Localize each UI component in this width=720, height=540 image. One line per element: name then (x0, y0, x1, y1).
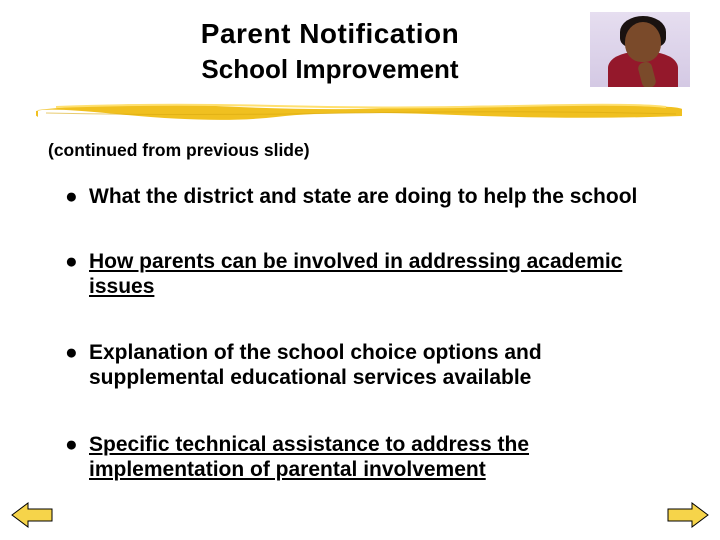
next-slide-button[interactable] (666, 500, 710, 530)
decorative-person-image (590, 12, 690, 87)
brush-stroke-divider (36, 98, 684, 120)
bullet-list: ● What the district and state are doing … (65, 185, 655, 482)
list-item: ● Specific technical assistance to addre… (65, 433, 655, 483)
continued-label: (continued from previous slide) (48, 140, 310, 161)
bullet-text: What the district and state are doing to… (89, 185, 655, 210)
bullet-marker-icon: ● (65, 341, 89, 366)
bullet-marker-icon: ● (65, 250, 89, 275)
bullet-text: Specific technical assistance to address… (89, 433, 655, 483)
list-item: ● What the district and state are doing … (65, 185, 655, 210)
bullet-marker-icon: ● (65, 185, 89, 210)
list-item: ● Explanation of the school choice optio… (65, 341, 655, 391)
bullet-text: How parents can be involved in addressin… (89, 250, 655, 300)
title-line-2: School Improvement (120, 54, 540, 85)
bullet-text: Explanation of the school choice options… (89, 341, 655, 391)
title-line-1: Parent Notification (120, 18, 540, 50)
prev-slide-button[interactable] (10, 500, 54, 530)
list-item: ● How parents can be involved in address… (65, 250, 655, 300)
title-block: Parent Notification School Improvement (120, 18, 540, 85)
bullet-marker-icon: ● (65, 433, 89, 458)
